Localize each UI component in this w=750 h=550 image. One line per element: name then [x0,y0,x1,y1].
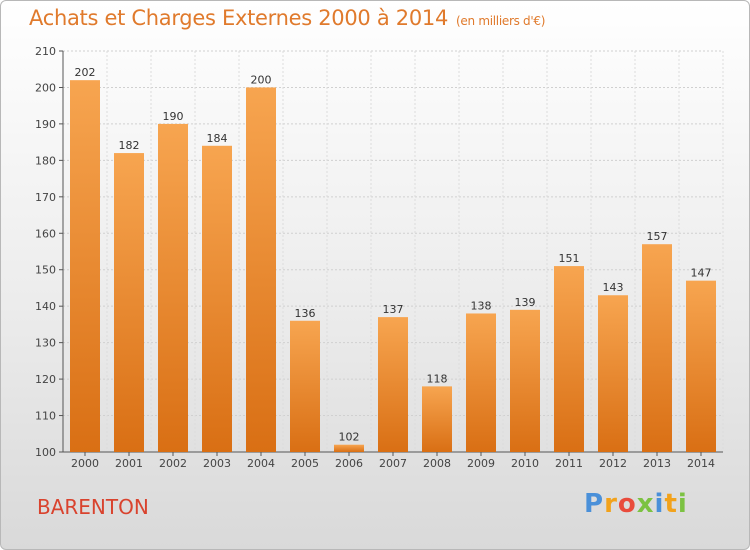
y-tick-label: 180 [35,154,56,167]
data-label: 184 [207,132,228,145]
x-tick-label: 2007 [379,457,407,470]
y-tick-label: 210 [35,45,56,58]
bar [114,153,144,452]
bars [70,80,716,453]
bar [510,309,540,452]
data-label: 202 [75,66,96,79]
logo-letter: i [654,489,665,519]
proxiti-logo[interactable]: Proxiti [584,489,688,519]
x-tick-label: 2005 [291,457,319,470]
logo-letter: o [617,489,637,519]
bar [246,87,276,453]
y-tick-label: 200 [35,81,56,94]
data-label: 137 [383,303,404,316]
location-name: BARENTON [37,495,149,519]
x-tick-label: 2004 [247,457,275,470]
bar [422,386,452,452]
data-labels: 202 182 190 184 200 136 102 137 118 138 139 151 143 1… [75,66,712,444]
y-tick-label: 160 [35,227,56,240]
axes: 100 110 120 130 140 150 160 170 180 190 200 210 2000… [35,45,723,470]
x-tick-label: 2001 [115,457,143,470]
y-tick-label: 110 [35,410,56,423]
chart-title: Achats et Charges Externes 2000 à 2014 (e… [29,6,545,30]
bar [202,145,232,453]
data-label: 139 [515,296,536,309]
x-tick-label: 2009 [467,457,495,470]
data-label: 102 [339,431,360,444]
x-tick-label: 2010 [511,457,539,470]
data-label: 143 [603,281,624,294]
bar [290,320,320,452]
y-tick-label: 140 [35,300,56,313]
y-tick-label: 150 [35,264,56,277]
bar [70,80,100,452]
bar [598,295,628,452]
x-tick-label: 2011 [555,457,583,470]
logo-letter: P [584,489,605,519]
x-tick-label: 2008 [423,457,451,470]
logo-letter: t [664,489,678,519]
logo-letter: x [636,489,655,519]
x-tick-label: 2006 [335,457,363,470]
y-tick-label: 100 [35,446,56,459]
data-label: 157 [647,230,668,243]
bar [378,317,408,452]
data-label: 118 [427,372,448,385]
data-label: 190 [163,110,184,123]
x-tick-label: 2012 [599,457,627,470]
data-label: 182 [119,139,140,152]
x-tick-label: 2014 [687,457,715,470]
bar [466,313,496,452]
y-tick-label: 170 [35,191,56,204]
x-tick-label: 2003 [203,457,231,470]
y-tick-label: 130 [35,337,56,350]
data-label: 200 [251,73,272,86]
bar [686,280,716,452]
data-label: 151 [559,252,580,265]
bar [334,444,364,452]
data-label: 136 [295,307,316,320]
x-tick-label: 2002 [159,457,187,470]
x-tick-label: 2000 [71,457,99,470]
chart-title-text: Achats et Charges Externes 2000 à 2014 [29,6,449,30]
data-label: 147 [691,267,712,280]
data-label: 138 [471,299,492,312]
bar [554,266,584,452]
logo-letter: i [677,489,688,519]
x-tick-label: 2013 [643,457,671,470]
bar [642,244,672,452]
y-tick-label: 120 [35,373,56,386]
logo-letter: r [604,489,618,519]
bar [158,123,188,452]
chart-subtitle: (en milliers d'€) [456,14,546,28]
y-tick-label: 190 [35,118,56,131]
